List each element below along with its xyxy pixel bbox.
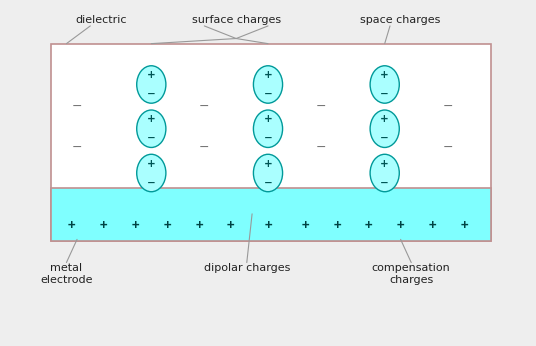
Ellipse shape xyxy=(370,66,399,103)
Text: +: + xyxy=(264,115,272,124)
Bar xyxy=(50,44,491,241)
Text: dielectric: dielectric xyxy=(75,15,126,25)
Text: +: + xyxy=(365,219,373,232)
Text: +: + xyxy=(333,219,341,232)
Text: compensation
charges: compensation charges xyxy=(372,263,451,285)
Text: −: − xyxy=(72,100,83,113)
Text: dipolar charges: dipolar charges xyxy=(204,263,290,273)
Text: +: + xyxy=(147,158,155,169)
Text: +: + xyxy=(68,219,76,232)
Text: +: + xyxy=(147,70,155,80)
Text: +: + xyxy=(429,219,436,232)
Text: +: + xyxy=(381,70,389,80)
Text: metal
electrode: metal electrode xyxy=(40,263,93,285)
Text: −: − xyxy=(316,141,326,154)
Text: +: + xyxy=(381,158,389,169)
Text: −: − xyxy=(199,141,210,154)
Text: −: − xyxy=(443,100,453,113)
Ellipse shape xyxy=(137,154,166,192)
Ellipse shape xyxy=(254,154,282,192)
Ellipse shape xyxy=(254,110,282,147)
Text: surface charges: surface charges xyxy=(191,15,281,25)
Text: −: − xyxy=(264,177,272,188)
Text: +: + xyxy=(100,219,107,232)
Text: −: − xyxy=(199,100,210,113)
Text: −: − xyxy=(147,133,155,143)
Text: +: + xyxy=(301,219,309,232)
Bar xyxy=(50,188,491,241)
Text: −: − xyxy=(264,133,272,143)
Text: −: − xyxy=(381,133,389,143)
Ellipse shape xyxy=(370,110,399,147)
Text: −: − xyxy=(316,100,326,113)
Text: −: − xyxy=(443,141,453,154)
Text: −: − xyxy=(147,89,155,99)
Text: +: + xyxy=(264,219,272,232)
Text: −: − xyxy=(72,141,83,154)
Text: −: − xyxy=(381,89,389,99)
Text: +: + xyxy=(147,115,155,124)
Text: +: + xyxy=(163,219,171,232)
Text: +: + xyxy=(227,219,235,232)
Text: space charges: space charges xyxy=(360,15,441,25)
Text: +: + xyxy=(397,219,404,232)
Text: +: + xyxy=(381,115,389,124)
Text: −: − xyxy=(264,89,272,99)
Text: +: + xyxy=(195,219,203,232)
Text: −: − xyxy=(381,177,389,188)
Text: +: + xyxy=(264,158,272,169)
Ellipse shape xyxy=(370,154,399,192)
Text: +: + xyxy=(460,219,468,232)
Ellipse shape xyxy=(254,66,282,103)
Text: −: − xyxy=(147,177,155,188)
Text: +: + xyxy=(264,70,272,80)
Ellipse shape xyxy=(137,110,166,147)
Ellipse shape xyxy=(137,66,166,103)
Text: +: + xyxy=(132,219,139,232)
